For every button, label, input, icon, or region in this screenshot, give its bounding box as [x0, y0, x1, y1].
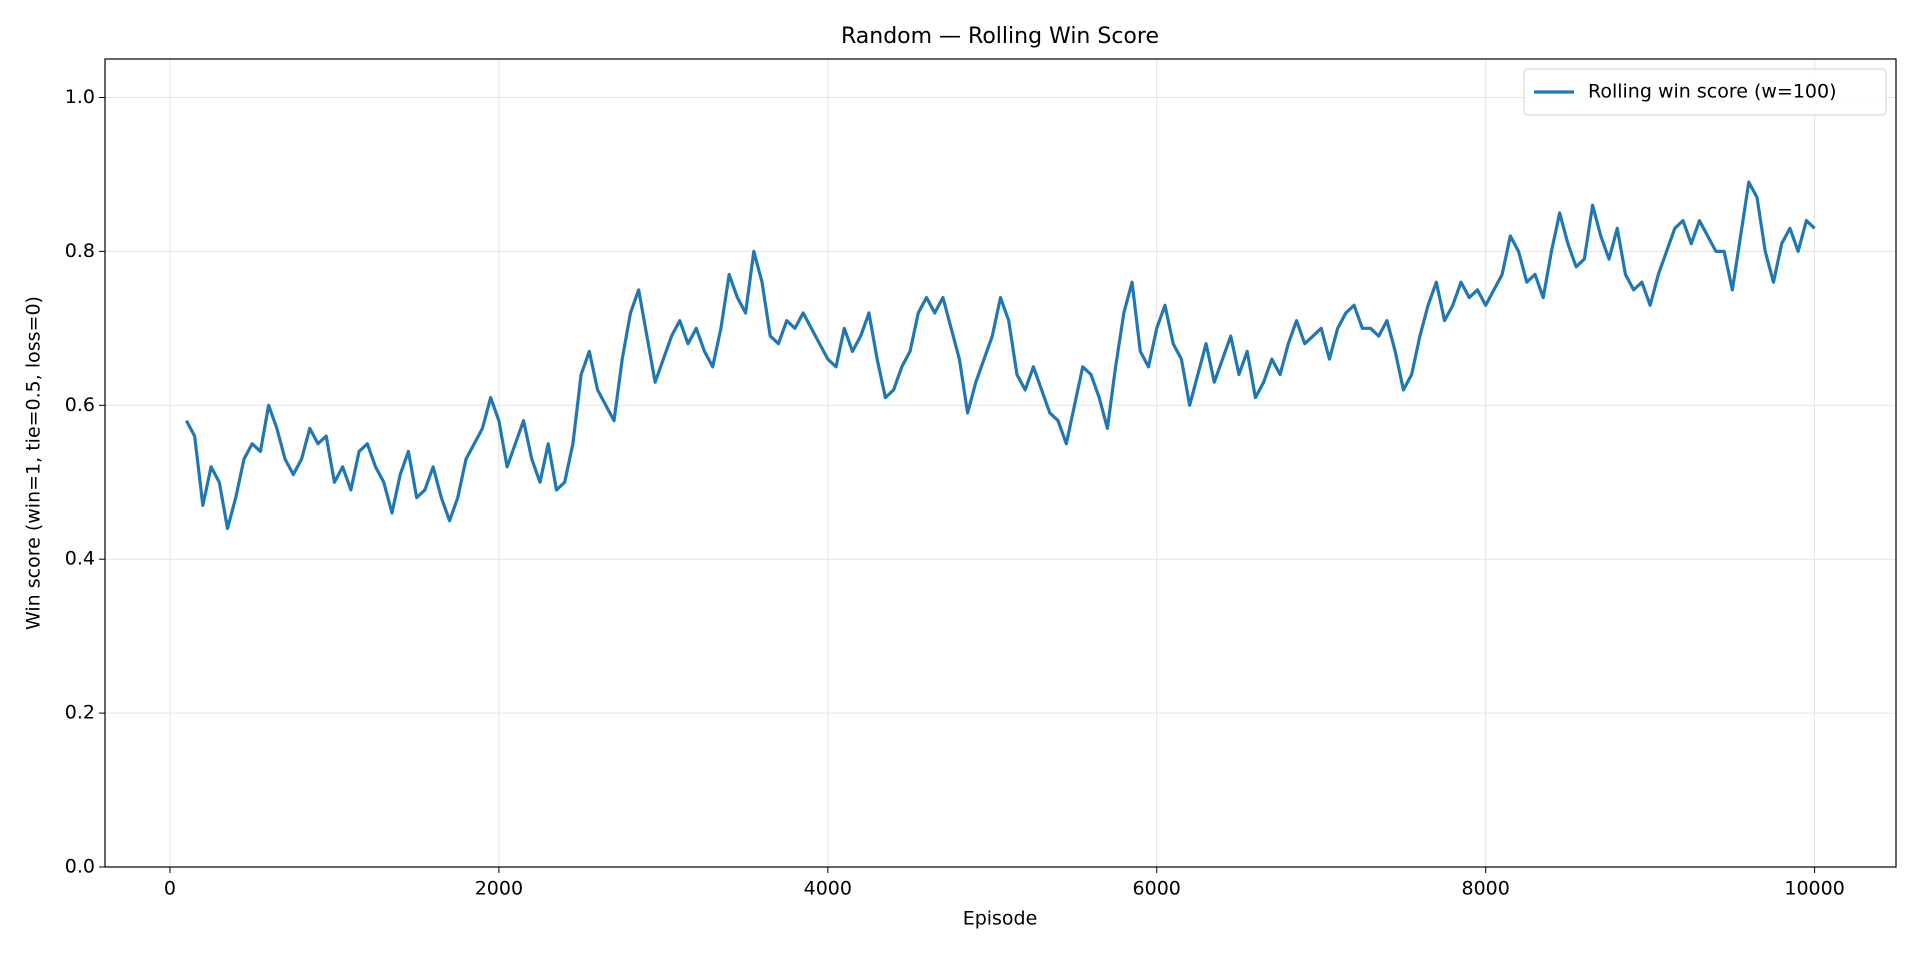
y-tick-label: 0.8 [65, 240, 95, 262]
y-tick-label: 1.0 [65, 86, 95, 108]
y-tick-label: 0.6 [65, 394, 95, 416]
y-tick-label: 0.0 [65, 856, 95, 878]
legend-box [1523, 68, 1887, 116]
chart-title: Random — Rolling Win Score [841, 24, 1159, 49]
x-tick-label: 0 [164, 878, 176, 900]
x-tick-label: 10000 [1784, 878, 1844, 900]
x-tick-label: 2000 [475, 878, 523, 900]
legend-label: Rolling win score (w=100) [1588, 81, 1837, 103]
x-axis-label: Episode [963, 908, 1038, 930]
x-tick-label: 8000 [1461, 878, 1509, 900]
y-axis-label: Win score (win=1, tie=0.5, loss=0) [23, 296, 45, 630]
y-tick-label: 0.4 [65, 548, 95, 570]
y-tick-label: 0.2 [65, 702, 95, 724]
plot-frame [104, 58, 1897, 868]
x-tick-label: 4000 [804, 878, 852, 900]
x-tick-label: 6000 [1133, 878, 1181, 900]
data-line [184, 180, 1816, 531]
